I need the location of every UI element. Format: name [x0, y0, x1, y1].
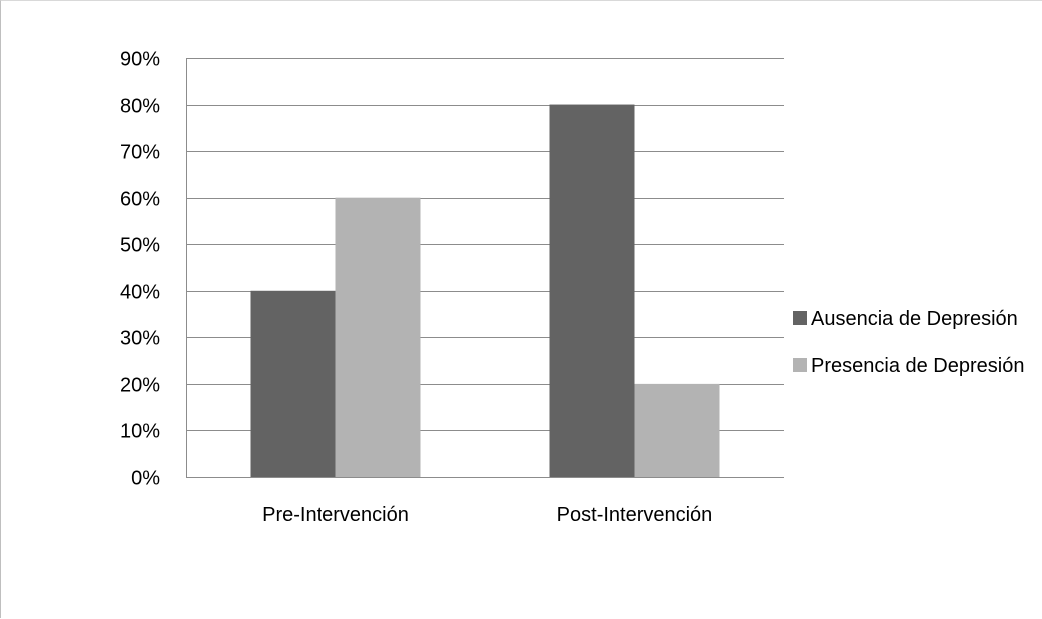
- bar: [549, 104, 635, 478]
- legend-label: Presencia de Depresión: [811, 355, 1024, 377]
- bar: [634, 383, 720, 477]
- x-tick-label: Post-Intervención: [557, 504, 713, 526]
- y-tick-label: 0%: [131, 468, 160, 490]
- y-tick-labels: 0% 10% 20% 30% 40% 50% 60% 70% 80% 90%: [120, 49, 160, 490]
- bar: [335, 197, 421, 477]
- legend-label: Ausencia de Depresión: [811, 308, 1018, 330]
- legend: Ausencia de Depresión Presencia de Depres…: [793, 308, 1024, 377]
- legend-swatch: [793, 311, 807, 325]
- x-tick-labels: Pre-Intervención Post-Intervención: [262, 504, 712, 526]
- y-tick-label: 70%: [120, 142, 160, 164]
- y-tick-label: 10%: [120, 421, 160, 443]
- y-tick-label: 30%: [120, 328, 160, 350]
- y-tick-label: 60%: [120, 189, 160, 211]
- y-tick-label: 50%: [120, 235, 160, 257]
- y-tick-label: 20%: [120, 375, 160, 397]
- bar: [250, 290, 336, 477]
- bars: [250, 104, 720, 478]
- legend-swatch: [793, 358, 807, 372]
- x-tick-label: Pre-Intervención: [262, 504, 409, 526]
- y-tick-label: 40%: [120, 282, 160, 304]
- axes: [186, 58, 784, 478]
- y-tick-label: 90%: [120, 49, 160, 71]
- y-tick-label: 80%: [120, 96, 160, 118]
